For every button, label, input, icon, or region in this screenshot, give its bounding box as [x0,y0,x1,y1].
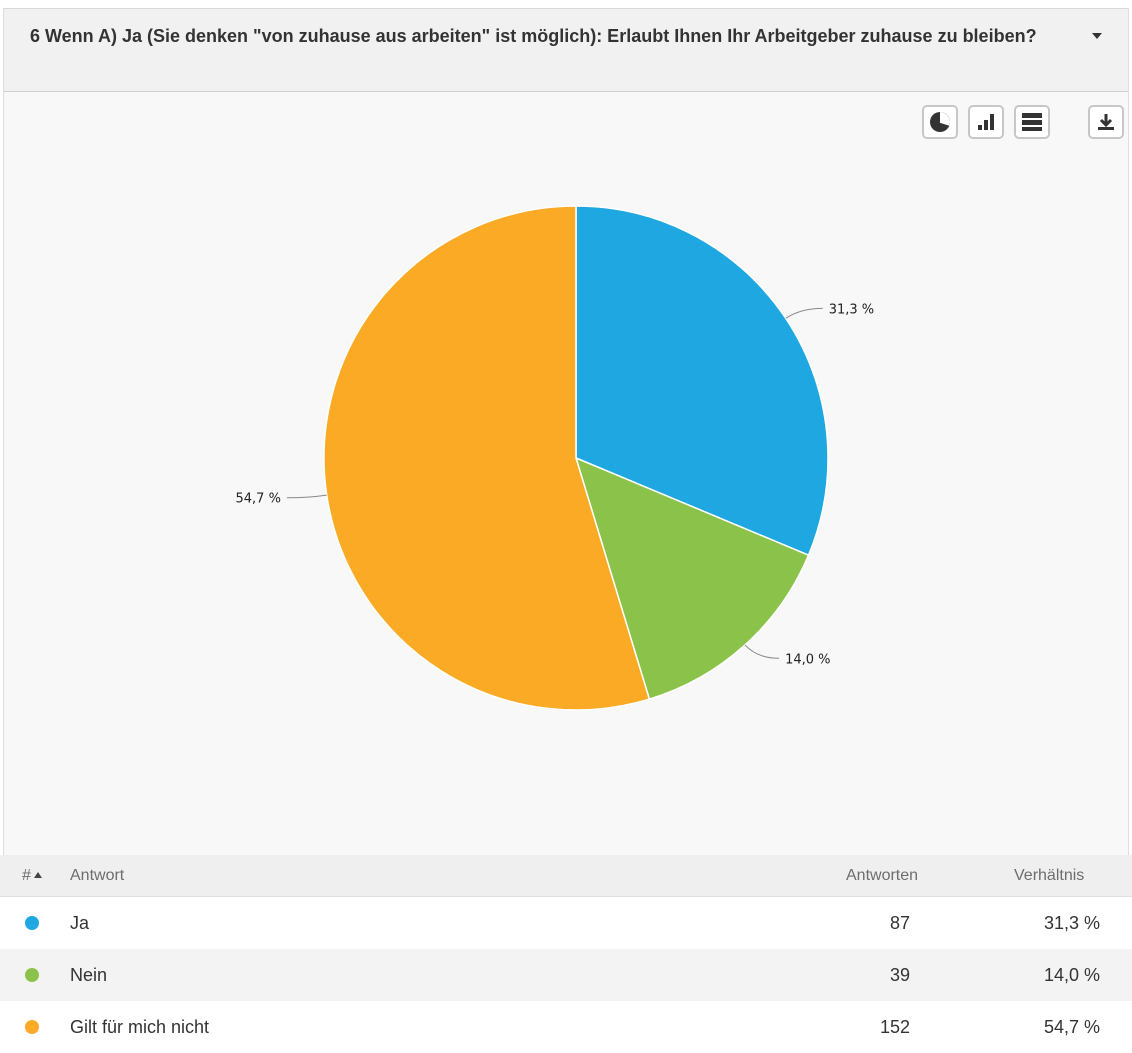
table-view-icon [1022,113,1042,131]
results-table: # Antwort Antworten Verhältnis Ja 87 31,… [0,855,1132,1053]
pie-chart: 31,3 % 14,0 % 54,7 % [236,205,874,711]
leader-line [286,494,327,499]
pie-chart-button[interactable] [922,105,958,139]
ratio-cell: 14,0 % [1043,964,1100,985]
download-icon [1098,114,1114,130]
question-title: 6 Wenn A) Ja (Sie denken "von zuhause au… [30,26,1037,46]
count-cell: 87 [889,912,910,933]
pie-slice-nein[interactable] [574,456,810,701]
color-dot-icon [25,1020,39,1034]
table-row: Gilt für mich nicht 152 54,7 % [0,1001,1132,1053]
bar-chart-icon [978,114,994,130]
table-row: Nein 39 14,0 % [0,949,1132,1001]
column-header-number[interactable]: # [22,855,42,896]
answer-cell: Nein [70,964,108,985]
bar-chart-button[interactable] [968,105,1004,139]
slice-data-label: 54,7 % [236,492,281,507]
answer-cell: Gilt für mich nicht [70,1016,210,1037]
table-row: Ja 87 31,3 % [0,897,1132,949]
column-header-answer[interactable]: Antwort [70,866,125,884]
count-cell: 152 [879,1016,910,1037]
ratio-cell: 31,3 % [1043,912,1100,933]
leader-line [744,644,780,659]
question-header[interactable]: 6 Wenn A) Ja (Sie denken "von zuhause au… [4,8,1128,92]
column-header-count[interactable]: Antworten [846,866,919,884]
download-button[interactable] [1088,105,1124,139]
chevron-down-icon[interactable] [1092,33,1102,39]
pie-chart-icon [930,112,950,132]
count-cell: 39 [889,964,910,985]
color-dot-icon [25,916,39,930]
sort-ascending-icon [33,871,42,878]
color-dot-icon [25,968,39,982]
ratio-cell: 54,7 % [1043,1016,1100,1037]
answer-cell: Ja [70,912,90,933]
leader-line [785,307,823,319]
table-header-row: # Antwort Antworten Verhältnis [0,855,1132,897]
slice-data-label: 14,0 % [785,652,830,667]
column-header-ratio[interactable]: Verhältnis [1014,866,1085,884]
table-view-button[interactable] [1014,105,1050,139]
slice-data-label: 31,3 % [829,302,874,317]
